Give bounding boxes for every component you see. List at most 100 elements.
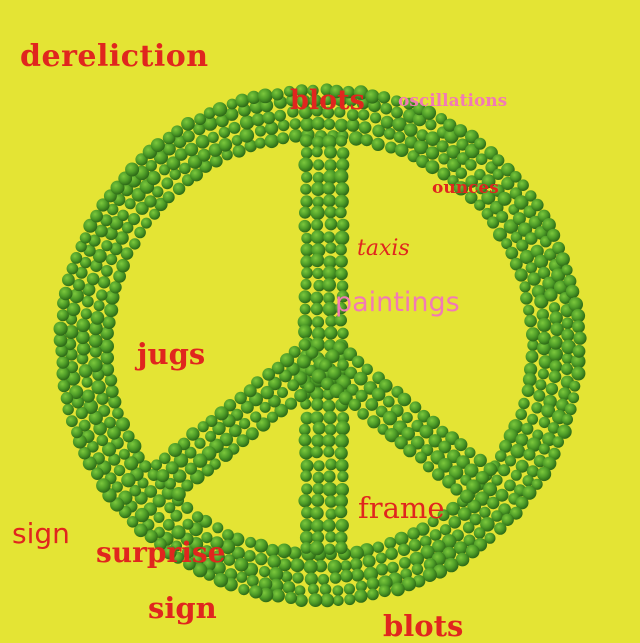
pea xyxy=(571,354,586,369)
pea xyxy=(212,522,224,534)
pea xyxy=(501,513,514,526)
pea xyxy=(444,557,459,573)
pea xyxy=(561,317,574,330)
pea xyxy=(225,107,239,121)
pea xyxy=(334,118,349,132)
pea xyxy=(475,153,488,165)
word-paintings: paintings xyxy=(335,287,460,318)
pea xyxy=(335,182,350,197)
pea xyxy=(531,402,543,414)
pea xyxy=(271,88,284,101)
pea xyxy=(75,240,87,253)
pea xyxy=(377,91,391,104)
pea xyxy=(116,258,130,273)
pea xyxy=(519,281,531,293)
pea xyxy=(115,231,129,245)
pea xyxy=(526,465,539,478)
pea xyxy=(409,551,424,567)
pea xyxy=(247,90,261,104)
pea xyxy=(425,131,441,146)
pea xyxy=(56,309,69,322)
pea xyxy=(572,320,585,334)
pea xyxy=(277,132,290,145)
pea xyxy=(484,532,496,544)
pea xyxy=(385,547,398,560)
pea xyxy=(203,116,218,131)
pea xyxy=(70,252,83,264)
pea xyxy=(310,446,323,459)
pea xyxy=(120,247,134,260)
pea xyxy=(411,563,424,576)
word-taxis: taxis xyxy=(357,236,410,261)
pea xyxy=(351,355,365,368)
pea xyxy=(518,397,530,410)
pea xyxy=(454,438,468,452)
pea xyxy=(568,297,583,312)
pea xyxy=(311,398,324,411)
pea xyxy=(327,559,342,575)
pea xyxy=(218,126,231,139)
pea xyxy=(93,300,105,312)
pea xyxy=(319,583,332,596)
pea xyxy=(221,149,233,161)
pea xyxy=(573,331,587,345)
pea xyxy=(139,460,152,473)
pea xyxy=(277,387,288,398)
pea xyxy=(251,376,264,389)
pea xyxy=(113,464,126,477)
pea xyxy=(56,366,70,381)
pea xyxy=(280,353,295,368)
pea xyxy=(174,148,188,161)
pea xyxy=(473,527,486,539)
pea xyxy=(310,291,324,305)
pea xyxy=(71,396,85,409)
pea xyxy=(531,478,543,490)
pea xyxy=(193,123,206,136)
pea xyxy=(501,176,515,191)
pea xyxy=(298,290,312,304)
pea xyxy=(96,289,108,301)
pea xyxy=(335,541,348,555)
pea xyxy=(298,324,313,339)
pea xyxy=(415,451,427,464)
pea xyxy=(115,417,130,432)
pea xyxy=(360,134,373,147)
pea xyxy=(207,131,219,143)
pea xyxy=(179,162,191,175)
pea xyxy=(96,478,111,493)
pea xyxy=(100,351,115,365)
pea xyxy=(297,94,311,108)
pea xyxy=(89,345,102,358)
pea xyxy=(548,302,561,314)
pea xyxy=(519,249,535,265)
pea xyxy=(161,177,174,190)
pea xyxy=(80,308,92,320)
pea xyxy=(340,569,353,583)
pea xyxy=(525,262,537,274)
pea xyxy=(86,272,100,286)
pea xyxy=(310,253,325,268)
pea xyxy=(335,206,347,219)
pea xyxy=(298,433,312,447)
pea xyxy=(101,240,113,252)
pea xyxy=(317,573,330,586)
pea xyxy=(407,527,420,540)
pea xyxy=(78,446,91,460)
pea xyxy=(162,191,175,204)
pea xyxy=(420,545,435,560)
pea xyxy=(536,308,549,321)
pea xyxy=(563,274,577,288)
pea xyxy=(310,519,325,533)
pea xyxy=(427,516,439,528)
pea xyxy=(322,106,335,119)
pea xyxy=(311,182,326,196)
pea xyxy=(62,403,74,416)
pea xyxy=(312,267,324,279)
pea xyxy=(361,363,373,375)
pea xyxy=(102,442,117,457)
pea xyxy=(234,557,249,572)
pea xyxy=(151,459,162,471)
pea xyxy=(181,479,194,492)
pea xyxy=(71,426,83,439)
pea xyxy=(367,415,381,429)
